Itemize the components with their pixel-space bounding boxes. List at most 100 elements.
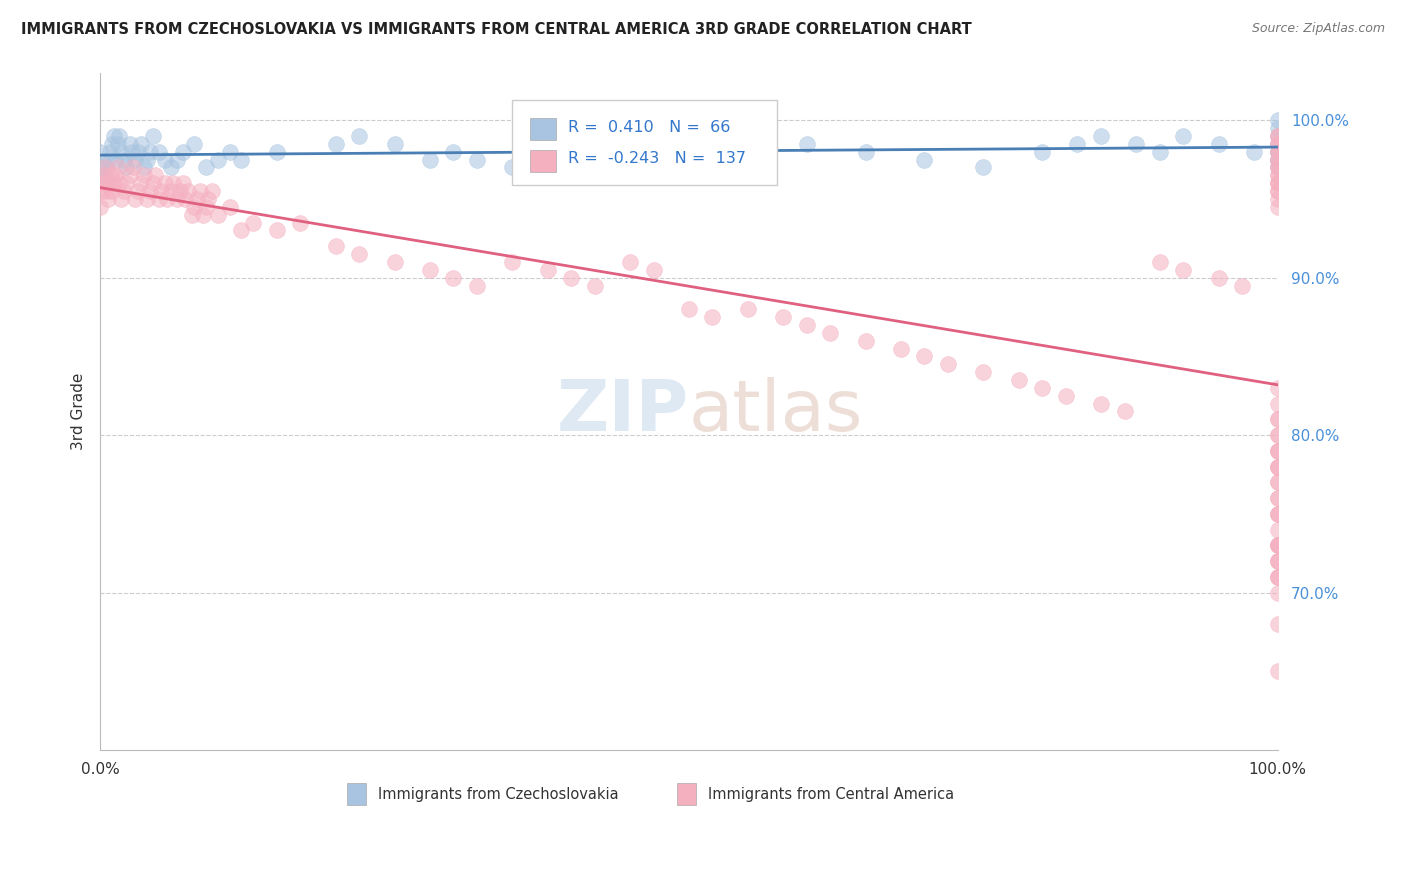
Point	[1267, 176, 1289, 190]
Point	[1267, 176, 1289, 190]
Point	[1267, 161, 1289, 175]
Point	[197, 192, 219, 206]
Point	[1125, 136, 1147, 151]
Point	[150, 184, 173, 198]
Point	[121, 145, 143, 159]
Point	[131, 136, 153, 151]
Point	[1267, 145, 1289, 159]
Point	[1267, 459, 1289, 474]
Point	[560, 153, 582, 167]
Point	[1267, 136, 1289, 151]
Point	[1267, 554, 1289, 568]
Point	[169, 184, 191, 198]
Point	[347, 247, 370, 261]
Point	[1267, 169, 1289, 183]
Point	[1267, 443, 1289, 458]
Point	[501, 161, 523, 175]
Point	[162, 176, 184, 190]
Point	[110, 145, 132, 159]
Point	[136, 192, 159, 206]
Point	[1267, 136, 1289, 151]
Point	[890, 342, 912, 356]
Point	[207, 208, 229, 222]
Point	[1267, 128, 1289, 143]
Point	[1031, 381, 1053, 395]
Point	[325, 136, 347, 151]
Point	[153, 153, 176, 167]
Point	[166, 192, 188, 206]
Point	[124, 153, 146, 167]
Point	[1267, 128, 1289, 143]
Point	[536, 262, 558, 277]
Point	[231, 223, 253, 237]
FancyBboxPatch shape	[512, 100, 778, 185]
Point	[122, 161, 145, 175]
Point	[1267, 121, 1289, 136]
Point	[1267, 507, 1289, 521]
Point	[1267, 153, 1289, 167]
Point	[118, 169, 141, 183]
Point	[1208, 270, 1230, 285]
Point	[108, 128, 131, 143]
Point	[419, 262, 441, 277]
Point	[166, 153, 188, 167]
Point	[177, 184, 200, 198]
Point	[1267, 145, 1289, 159]
Point	[1267, 184, 1289, 198]
Point	[159, 161, 181, 175]
Text: ZIP: ZIP	[557, 377, 689, 446]
Point	[1267, 176, 1289, 190]
Point	[325, 239, 347, 253]
Point	[107, 136, 129, 151]
FancyBboxPatch shape	[678, 783, 696, 805]
Point	[142, 128, 165, 143]
Point	[1267, 507, 1289, 521]
Point	[1267, 523, 1289, 537]
Point	[1267, 507, 1289, 521]
Point	[1090, 128, 1112, 143]
Point	[1267, 443, 1289, 458]
Point	[1031, 145, 1053, 159]
Point	[112, 184, 135, 198]
Point	[1267, 665, 1289, 679]
Point	[290, 216, 312, 230]
Point	[1267, 428, 1289, 442]
Point	[1267, 153, 1289, 167]
Point	[108, 176, 131, 190]
Point	[138, 184, 160, 198]
Point	[118, 136, 141, 151]
Point	[266, 145, 288, 159]
Text: Source: ZipAtlas.com: Source: ZipAtlas.com	[1251, 22, 1385, 36]
Point	[242, 216, 264, 230]
Point	[1267, 184, 1289, 198]
Point	[172, 176, 194, 190]
Point	[1267, 538, 1289, 552]
Point	[702, 310, 724, 324]
Point	[1267, 459, 1289, 474]
Point	[103, 128, 125, 143]
Point	[796, 136, 818, 151]
Point	[89, 161, 111, 175]
Point	[97, 153, 120, 167]
Point	[94, 176, 117, 190]
Text: R =  -0.243   N =  137: R = -0.243 N = 137	[568, 152, 745, 167]
Point	[1267, 381, 1289, 395]
Point	[90, 176, 112, 190]
Point	[1173, 128, 1195, 143]
Text: atlas: atlas	[689, 377, 863, 446]
Point	[384, 136, 406, 151]
Point	[94, 161, 117, 175]
Point	[98, 176, 121, 190]
Point	[218, 145, 240, 159]
Point	[103, 176, 125, 190]
Point	[266, 223, 288, 237]
Point	[1267, 538, 1289, 552]
Point	[643, 262, 665, 277]
Point	[1267, 145, 1289, 159]
Point	[231, 153, 253, 167]
Point	[145, 169, 167, 183]
Text: IMMIGRANTS FROM CZECHOSLOVAKIA VS IMMIGRANTS FROM CENTRAL AMERICA 3RD GRADE CORR: IMMIGRANTS FROM CZECHOSLOVAKIA VS IMMIGR…	[21, 22, 972, 37]
Point	[1267, 570, 1289, 584]
Point	[91, 184, 114, 198]
Point	[115, 176, 138, 190]
